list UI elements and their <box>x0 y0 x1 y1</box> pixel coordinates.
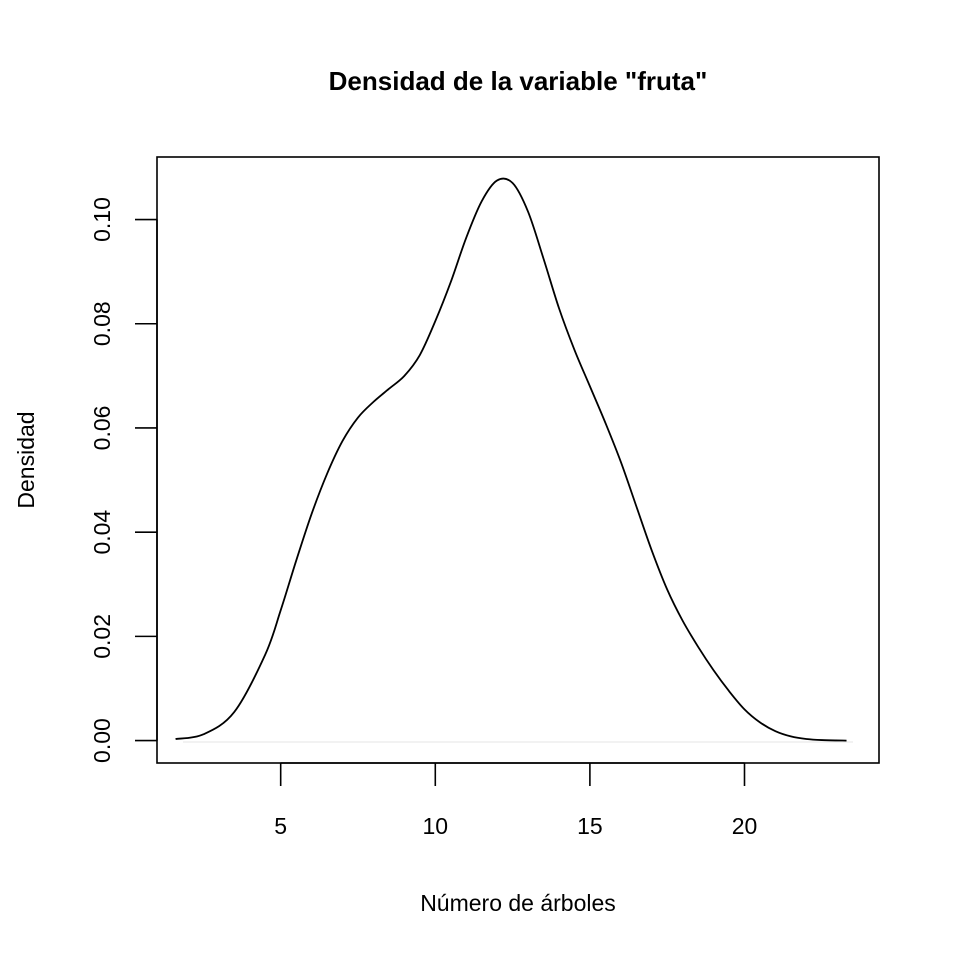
x-tick-label: 15 <box>577 813 603 839</box>
x-tick-label: 5 <box>274 813 287 839</box>
y-tick-label: 0.00 <box>89 718 115 763</box>
y-tick-label: 0.06 <box>89 406 115 451</box>
y-tick-label: 0.04 <box>89 510 115 555</box>
y-tick-label: 0.10 <box>89 197 115 242</box>
x-axis: 5 10 15 20 <box>274 762 758 839</box>
y-axis-label: Densidad <box>13 411 39 508</box>
y-tick-label: 0.08 <box>89 301 115 346</box>
series-layer <box>175 177 847 742</box>
plot-frame <box>156 156 880 764</box>
y-tick-label: 0.02 <box>89 614 115 659</box>
y-axis: 0.00 0.02 0.04 0.06 0.08 0.10 <box>89 197 158 763</box>
x-axis-label: Número de árboles <box>420 890 616 916</box>
x-tick-label: 20 <box>732 813 758 839</box>
x-tick-label: 10 <box>422 813 448 839</box>
chart-title: Densidad de la variable "fruta" <box>329 66 708 96</box>
density-curve <box>175 177 847 742</box>
